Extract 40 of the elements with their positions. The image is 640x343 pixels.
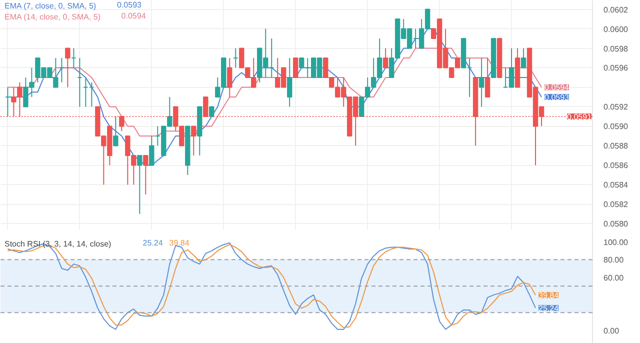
y-tick-label: 80.00 (604, 256, 624, 265)
y-tick-label: 60.00 (604, 273, 624, 282)
ref-line-label: 0.0591 (567, 112, 592, 122)
candlestick (191, 126, 196, 156)
y-tick-label: 0.0588 (604, 142, 629, 151)
y-tick-label: 0.0586 (604, 161, 629, 170)
candlestick (149, 135, 154, 166)
text: EMA (14, close, 0, SMA, 5) (4, 12, 101, 22)
candlestick (478, 58, 484, 108)
y-tick-label: 0.00 (604, 326, 620, 336)
candlestick (137, 154, 142, 214)
y-tick-label: 0.0598 (604, 44, 629, 54)
candlestick (65, 48, 70, 88)
y-tick-label: 100.00 (604, 238, 629, 247)
y-tick-label: 0.0596 (604, 64, 629, 73)
candlestick (227, 58, 232, 98)
y-tick-label: 0.0592 (604, 102, 629, 112)
text: 0.0594 (121, 12, 146, 20)
text: 0.0593 (117, 0, 142, 10)
data-label: 25.24 (538, 304, 560, 313)
y-tick-label: 0.0584 (604, 180, 629, 190)
data-label: 0.0593 (544, 92, 570, 102)
y-tick-label: 0.0590 (604, 122, 629, 132)
y-tick-label: 0.0582 (604, 200, 629, 210)
text: 39.84 (169, 238, 190, 248)
y-tick-label: 0.0580 (604, 220, 629, 229)
candlestick (287, 58, 292, 108)
candlestick (382, 48, 388, 68)
y-tick-label: 0.0602 (604, 5, 629, 14)
candlestick (520, 48, 526, 68)
candlestick (484, 58, 490, 98)
text: 25.24 (142, 238, 163, 248)
data-label: 39.84 (538, 291, 560, 300)
candlestick (209, 106, 214, 117)
candlestick (143, 154, 148, 195)
text: EMA (7, close, 0, SMA, 5) (4, 2, 96, 10)
candlestick (293, 58, 298, 78)
candlestick (113, 116, 118, 146)
data-label: 0.0594 (544, 83, 570, 92)
y-tick-label: 0.0600 (604, 24, 629, 34)
